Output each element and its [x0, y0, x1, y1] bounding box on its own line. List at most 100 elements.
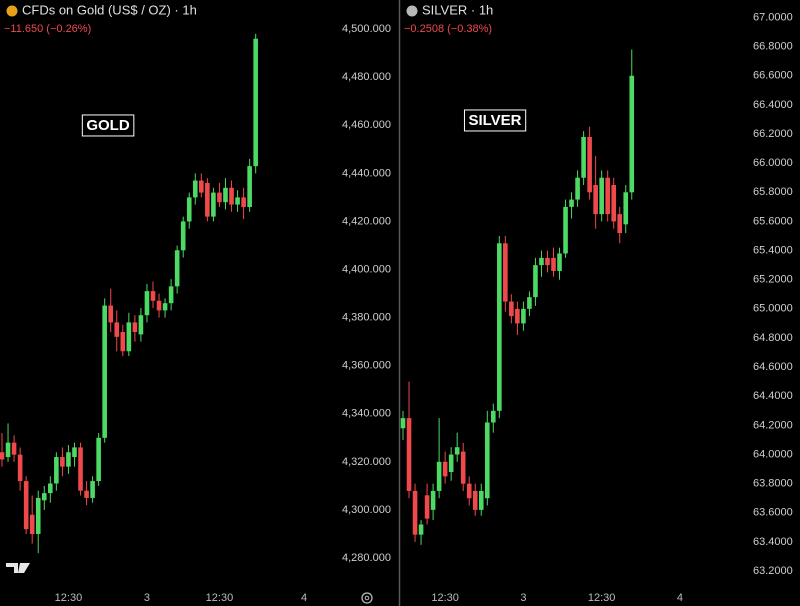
y-tick-label: 64.8000 — [753, 332, 793, 344]
candle-body — [617, 214, 623, 234]
candle-body — [527, 297, 532, 309]
y-tick-label: 66.8000 — [753, 41, 793, 53]
x-tick-label: 3 — [144, 592, 150, 604]
candle-body — [515, 308, 520, 324]
y-tick-label: 4,360.000 — [342, 360, 391, 372]
candle-body — [84, 490, 89, 498]
candle-body — [418, 524, 424, 535]
x-tick-label: 12:30 — [55, 592, 83, 604]
candle-body — [454, 447, 460, 455]
candle-body — [611, 185, 616, 222]
y-tick-label: 4,420.000 — [342, 215, 391, 227]
candle-body — [253, 38, 258, 167]
y-tick-label: 4,380.000 — [342, 312, 391, 324]
gear-center[interactable] — [364, 595, 370, 601]
y-tick-label: 64.2000 — [753, 419, 793, 431]
y-tick-label: 64.0000 — [753, 448, 793, 460]
y-tick-label: 4,400.000 — [342, 263, 391, 275]
candle-body — [545, 257, 550, 266]
candle-body — [162, 303, 168, 311]
candle-body — [180, 221, 186, 251]
y-tick-label: 66.2000 — [753, 128, 793, 140]
candle-body — [563, 206, 568, 254]
candle-body — [587, 136, 592, 193]
candle-body — [120, 332, 126, 352]
candle-body — [575, 177, 580, 200]
y-tick-label: 66.4000 — [753, 99, 793, 111]
y-tick-label: 63.2000 — [753, 565, 793, 577]
x-tick-label: 12:30 — [431, 592, 459, 604]
y-tick-label: 63.6000 — [753, 507, 793, 519]
candle-body — [557, 253, 562, 271]
candle-body — [217, 192, 222, 203]
candle-body — [5, 442, 11, 458]
candle-body — [521, 308, 526, 324]
y-tick-label: 4,320.000 — [342, 456, 391, 468]
y-tick-label: 63.4000 — [753, 536, 793, 548]
candle-body — [223, 187, 228, 203]
y-tick-label: 63.8000 — [753, 478, 793, 490]
y-tick-label: 4,280.000 — [342, 552, 391, 564]
candle-body — [17, 454, 23, 482]
chart-title: CFDs on Gold (US$ / OZ) · 1h — [22, 2, 197, 17]
y-tick-label: 4,480.000 — [342, 71, 391, 83]
candle-body — [156, 300, 162, 311]
chart-subtitle: −0.2508 (−0.38%) — [404, 23, 492, 35]
y-tick-label: 65.6000 — [753, 215, 793, 227]
candle-body — [503, 243, 508, 302]
chart-subtitle: −11.650 (−0.26%) — [4, 23, 91, 35]
y-tick-label: 65.4000 — [753, 244, 793, 256]
candle-body — [484, 422, 490, 499]
logo — [6, 563, 30, 573]
candle-body — [539, 257, 544, 266]
y-tick-label: 65.2000 — [753, 274, 793, 286]
candle-body — [78, 447, 83, 491]
candle-body — [551, 257, 556, 271]
y-tick-label: 4,500.000 — [342, 23, 391, 35]
y-tick-label: 66.0000 — [753, 157, 793, 169]
chart-title: SILVER · 1h — [422, 2, 493, 17]
candle-body — [472, 490, 478, 510]
settings-icon[interactable] — [361, 592, 373, 604]
x-tick-label: 4 — [677, 592, 683, 604]
y-tick-label: 4,440.000 — [342, 167, 391, 179]
candle-body — [0, 452, 5, 460]
annotation: SILVER — [468, 112, 521, 129]
candle-body — [605, 177, 610, 215]
candle-body — [406, 418, 412, 491]
candle-body — [114, 322, 120, 337]
candle-body — [442, 461, 448, 477]
y-tick-label: 65.8000 — [753, 186, 793, 198]
candle-body — [186, 197, 192, 222]
y-tick-label: 64.4000 — [753, 390, 793, 402]
y-tick-label: 4,340.000 — [342, 408, 391, 420]
candle-body — [29, 514, 35, 534]
candle-body — [229, 187, 234, 205]
chart-panel: SILVER · 1h −0.2508 (−0.38%) 63.2000 63.400… — [400, 2, 793, 604]
candle-body — [41, 493, 47, 501]
candle-body — [11, 442, 17, 455]
logo-icon — [6, 563, 30, 573]
annotation-box — [81, 114, 135, 137]
candle-body — [138, 315, 144, 335]
candle-body — [199, 180, 204, 193]
candle-body — [90, 481, 95, 498]
candle-body — [599, 177, 604, 215]
candle-body — [144, 291, 150, 316]
y-tick-label: 65.0000 — [753, 303, 793, 315]
x-tick-label: 4 — [301, 592, 307, 604]
candle-body — [400, 418, 406, 429]
x-tick-label: 12:30 — [588, 592, 616, 604]
candle-body — [533, 265, 538, 298]
candle-body — [478, 490, 484, 510]
gear[interactable] — [361, 592, 373, 604]
candle-body — [241, 197, 246, 208]
candle-body — [168, 286, 174, 304]
candle-body — [491, 410, 496, 423]
candle-body — [436, 461, 442, 491]
candle-body — [593, 185, 598, 215]
candle-body — [60, 457, 65, 467]
candle-body — [54, 457, 59, 484]
candle-body — [623, 192, 629, 225]
